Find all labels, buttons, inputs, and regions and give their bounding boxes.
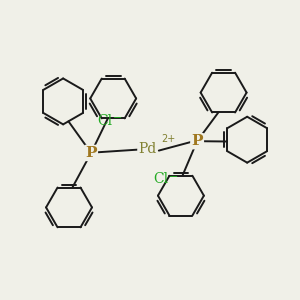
Text: Cl: Cl [153,172,168,186]
Text: Cl: Cl [97,114,112,128]
Text: P: P [191,134,203,148]
Text: 2+: 2+ [161,134,176,144]
Text: Pd: Pd [138,142,156,155]
Text: P: P [85,146,97,160]
Text: −: − [113,113,123,123]
Text: −: − [169,172,178,182]
